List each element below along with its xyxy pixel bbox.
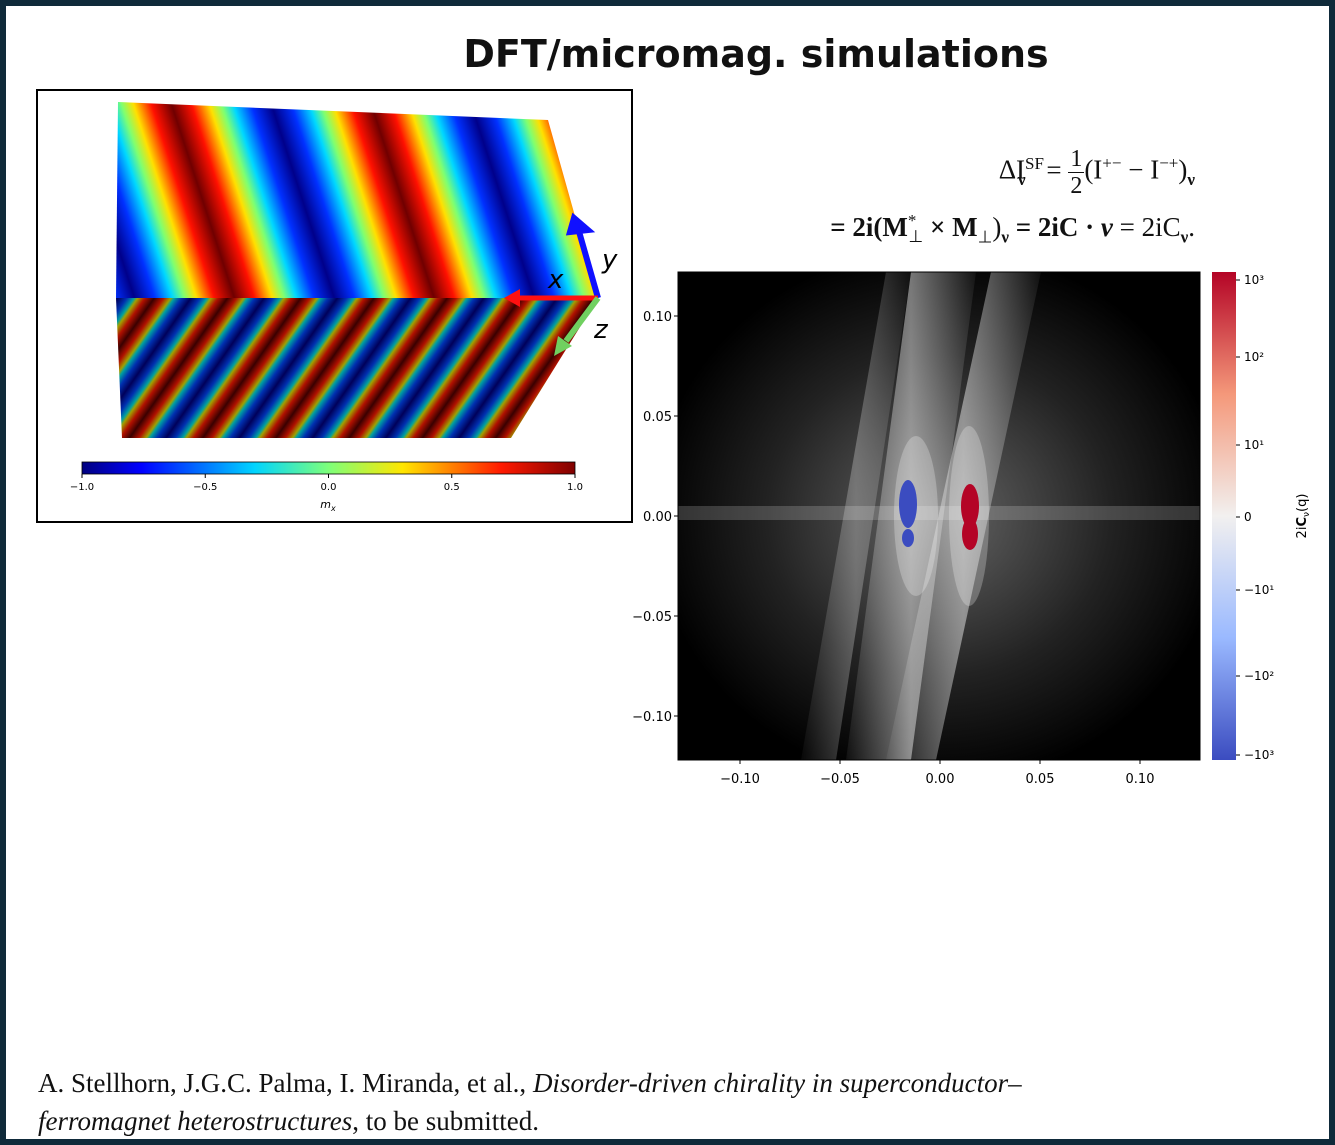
- y-ticks: 0.10 0.05 0.00 −0.05 −0.10: [632, 310, 678, 725]
- axis-label-y: y: [601, 245, 618, 275]
- tick-label: 1.0: [567, 482, 583, 493]
- tick-label: −0.10: [720, 772, 760, 787]
- eq-part: − I: [1121, 155, 1159, 185]
- axis-label-z: z: [593, 315, 609, 345]
- eq-part: ⊥: [908, 227, 923, 246]
- eq-part: −+: [1159, 154, 1178, 173]
- equation-line-2: = 2i(M*⊥ × M⊥)ν = 2iC · ν = 2iCν.: [830, 211, 1195, 247]
- label-part: C: [1295, 517, 1310, 527]
- tick-label: 0.05: [1026, 772, 1055, 787]
- tick-label: −0.5: [193, 482, 217, 493]
- blob-blue: [899, 480, 917, 528]
- eq-part: (I: [1084, 155, 1102, 185]
- tick-label: −1.0: [70, 482, 94, 493]
- eq-part: .: [1188, 212, 1195, 242]
- axis-label-x: x: [547, 265, 564, 295]
- eq-part: 1: [1068, 146, 1084, 173]
- colorbar-label: 2iCν(q): [1295, 494, 1312, 539]
- tick-label: −0.05: [820, 772, 860, 787]
- citation-status: , to be submitted.: [352, 1106, 539, 1136]
- tick-label: 0.10: [1126, 772, 1155, 787]
- tick-label: 10³: [1244, 273, 1264, 287]
- eq-part: ⊥: [978, 227, 993, 246]
- label-part: 2i: [1295, 527, 1310, 539]
- colorbar: [82, 462, 575, 474]
- tick-label: 0.05: [643, 410, 672, 425]
- tick-label: 0.00: [926, 772, 955, 787]
- tick-label: 10¹: [1244, 438, 1264, 452]
- tick-label: −10¹: [1244, 583, 1274, 597]
- tick-label: −10²: [1244, 669, 1274, 683]
- eq-part: = 2iC ·: [1009, 212, 1101, 242]
- tick-label: 0: [1244, 510, 1252, 524]
- cube-top-face: [116, 102, 598, 298]
- slide: DFT/micromag. simulations: [0, 0, 1335, 1145]
- tick-label: 0.00: [643, 510, 672, 525]
- tick-label: 10²: [1244, 350, 1264, 364]
- x-ticks: −0.10 −0.05 0.00 0.05 0.10: [720, 760, 1154, 787]
- eq-part: × M: [923, 212, 977, 242]
- tick-label: −0.10: [632, 710, 672, 725]
- heatmap-colorbar: [1212, 272, 1236, 760]
- band: [678, 506, 1200, 520]
- tick-label: 0.5: [444, 482, 460, 493]
- tick-label: −0.05: [632, 610, 672, 625]
- colorbar-ticks: 10³ 10² 10¹ 0 −10¹ −10² −10³: [1236, 273, 1274, 762]
- tick-label: −10³: [1244, 748, 1274, 762]
- citation: A. Stellhorn, J.G.C. Palma, I. Miranda, …: [38, 1064, 1038, 1140]
- eq-part: +−: [1102, 154, 1121, 173]
- eq-part: = 2iC: [1113, 212, 1181, 242]
- label-part: m: [320, 498, 331, 511]
- citation-authors: A. Stellhorn, J.G.C. Palma, I. Miranda, …: [38, 1068, 533, 1098]
- blob-blue: [902, 529, 914, 547]
- eq-part: ν: [1187, 170, 1195, 189]
- tick-label: 0.10: [643, 310, 672, 325]
- eq-part: ν: [1101, 212, 1113, 242]
- tick-label: 0.0: [321, 482, 337, 493]
- eq-part: ν: [1001, 227, 1009, 246]
- blob-red: [962, 518, 978, 550]
- label-part: x: [330, 504, 336, 513]
- eq-part: 2: [1068, 173, 1084, 199]
- eq-part: SF: [1025, 154, 1044, 173]
- label-part: (q): [1295, 494, 1310, 512]
- eq-part: = 2i(M: [830, 212, 908, 242]
